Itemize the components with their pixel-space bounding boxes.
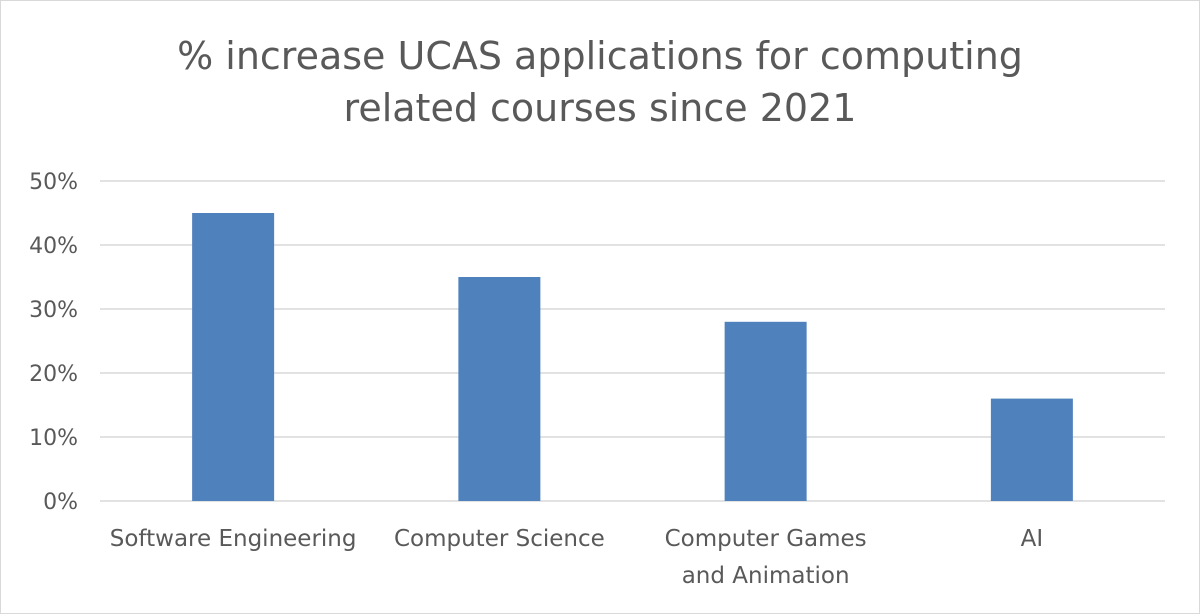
- bar-3: [990, 398, 1073, 501]
- bar-1: [458, 277, 541, 501]
- y-tick-label-0: 0%: [43, 490, 78, 515]
- bar-0: [192, 213, 275, 501]
- bar-2: [724, 321, 807, 501]
- y-tick-label-3: 30%: [29, 298, 78, 323]
- chart-title-line-2: related courses since 2021: [343, 86, 857, 130]
- x-category-label-1: Computer Science: [394, 526, 605, 552]
- x-category-label-3: AI: [1021, 526, 1044, 552]
- chart-title: % increase UCAS applications for computi…: [0, 30, 1200, 134]
- y-tick-label-4: 40%: [29, 234, 78, 259]
- y-tick-label-1: 10%: [29, 426, 78, 451]
- y-tick-label-5: 50%: [29, 170, 78, 195]
- x-category-label-0: Software Engineering: [110, 526, 357, 552]
- chart-title-line-1: % increase UCAS applications for computi…: [177, 34, 1023, 78]
- x-category-label-2-line-1: and Animation: [682, 563, 850, 589]
- x-category-label-2-line-0: Computer Games: [665, 526, 867, 552]
- y-tick-label-2: 20%: [29, 362, 78, 387]
